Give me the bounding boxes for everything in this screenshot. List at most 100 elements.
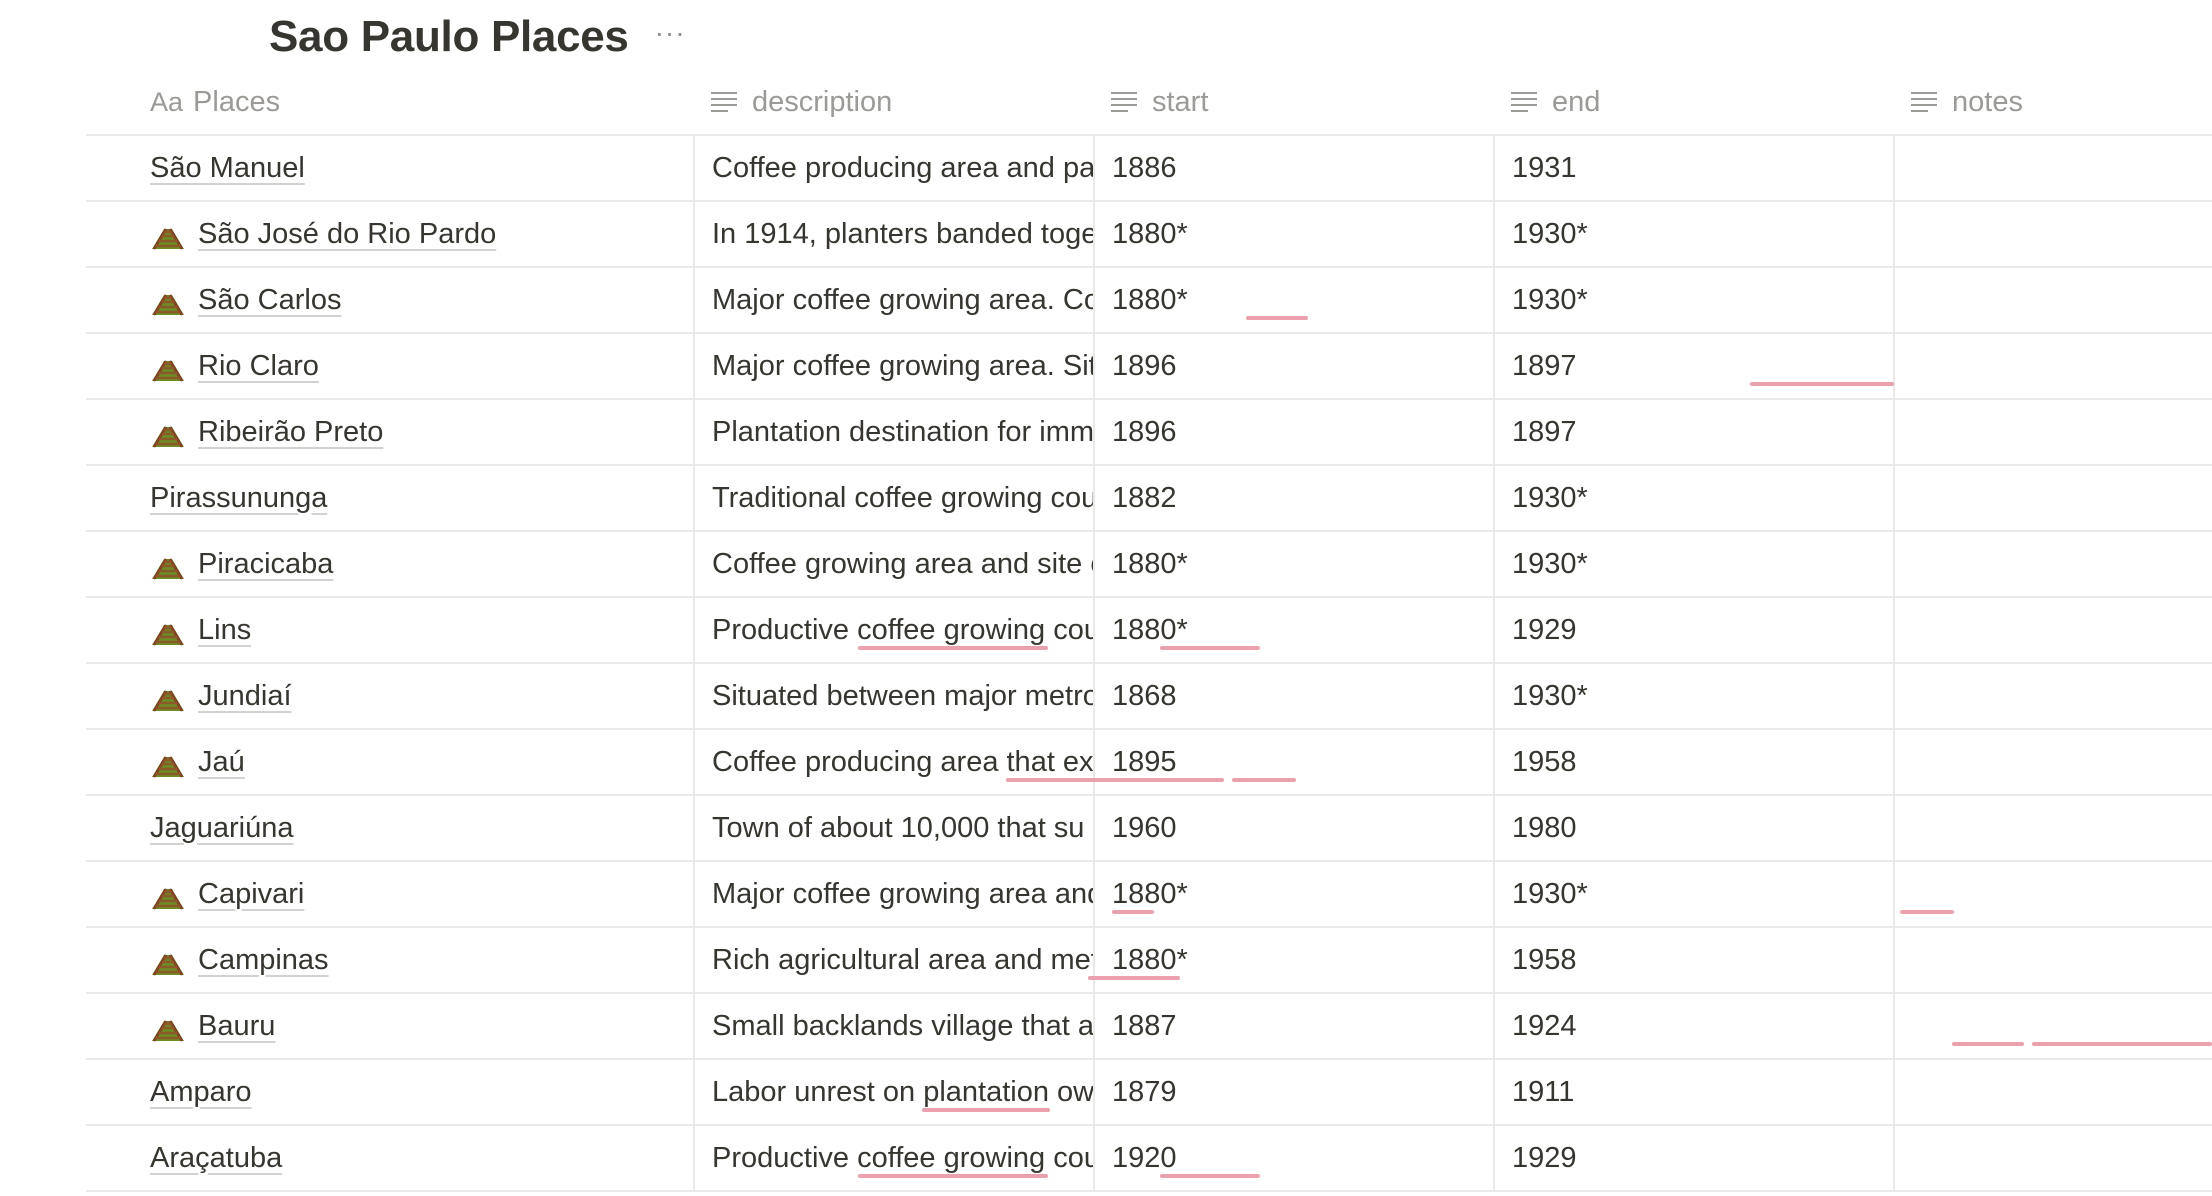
description-cell[interactable]: Productive coffee growing cou [693, 1126, 1093, 1190]
start-cell[interactable]: 1880* [1093, 202, 1493, 266]
place-name-link[interactable]: Lins [198, 613, 252, 646]
column-header-notes[interactable]: notes [1893, 70, 2212, 134]
notes-cell[interactable] [1893, 202, 2212, 266]
notes-cell[interactable] [1893, 664, 2212, 728]
place-name-link[interactable]: Araçatuba [150, 1141, 283, 1174]
place-name-link[interactable]: Pirassununga [150, 481, 328, 514]
places-cell[interactable]: Campinas [86, 928, 693, 992]
end-cell[interactable]: 1930* [1493, 664, 1893, 728]
description-cell[interactable]: Productive coffee growing cou [693, 598, 1093, 662]
notes-cell[interactable] [1893, 136, 2212, 200]
table-row[interactable]: Capivari Major coffee growing area and 1… [86, 862, 2212, 928]
notes-cell[interactable] [1893, 862, 2212, 926]
start-cell[interactable]: 1880* [1093, 532, 1493, 596]
notes-cell[interactable] [1893, 994, 2212, 1058]
place-name-link[interactable]: São Manuel [150, 151, 305, 184]
end-cell[interactable]: 1958 [1493, 730, 1893, 794]
table-row[interactable]: Rio Claro Major coffee growing area. Sit… [86, 334, 2212, 400]
place-name-link[interactable]: Jundiaí [198, 679, 292, 712]
end-cell[interactable]: 1931 [1493, 136, 1893, 200]
start-cell[interactable]: 1960 [1093, 796, 1493, 860]
description-cell[interactable]: Major coffee growing area. Co [693, 268, 1093, 332]
end-cell[interactable]: 1930* [1493, 202, 1893, 266]
place-name-link[interactable]: Jaú [198, 745, 245, 778]
more-options-button[interactable]: ··· [654, 17, 686, 48]
table-row[interactable]: Jundiaí Situated between major metro 186… [86, 664, 2212, 730]
end-cell[interactable]: 1929 [1493, 598, 1893, 662]
place-name-link[interactable]: São José do Rio Pardo [198, 217, 497, 250]
table-row[interactable]: Campinas Rich agricultural area and met … [86, 928, 2212, 994]
end-cell[interactable]: 1911 [1493, 1060, 1893, 1124]
place-name-link[interactable]: Bauru [198, 1009, 276, 1042]
place-name-link[interactable]: Jaguariúna [150, 811, 294, 844]
description-cell[interactable]: Situated between major metro [693, 664, 1093, 728]
description-cell[interactable]: Major coffee growing area and [693, 862, 1093, 926]
table-row[interactable]: Bauru Small backlands village that a 188… [86, 994, 2212, 1060]
notes-cell[interactable] [1893, 796, 2212, 860]
end-cell[interactable]: 1929 [1493, 1126, 1893, 1190]
places-cell[interactable]: Jaguariúna [86, 796, 693, 860]
description-cell[interactable]: Town of about 10,000 that su [693, 796, 1093, 860]
start-cell[interactable]: 1896 [1093, 334, 1493, 398]
start-cell[interactable]: 1880* [1093, 928, 1493, 992]
table-row[interactable]: Lins Productive coffee growing cou 1880*… [86, 598, 2212, 664]
places-cell[interactable]: Amparo [86, 1060, 693, 1124]
description-cell[interactable]: Small backlands village that a [693, 994, 1093, 1058]
start-cell[interactable]: 1887 [1093, 994, 1493, 1058]
start-cell[interactable]: 1880* [1093, 598, 1493, 662]
notes-cell[interactable] [1893, 466, 2212, 530]
column-header-start[interactable]: start [1093, 70, 1493, 134]
table-row[interactable]: São José do Rio Pardo In 1914, planters … [86, 202, 2212, 268]
notes-cell[interactable] [1893, 928, 2212, 992]
notes-cell[interactable] [1893, 598, 2212, 662]
places-cell[interactable]: Araçatuba [86, 1126, 693, 1190]
table-row[interactable]: São Carlos Major coffee growing area. Co… [86, 268, 2212, 334]
notes-cell[interactable] [1893, 532, 2212, 596]
notes-cell[interactable] [1893, 1126, 2212, 1190]
table-row[interactable]: Amparo Labor unrest on plantation ow 187… [86, 1060, 2212, 1126]
places-cell[interactable]: Jundiaí [86, 664, 693, 728]
start-cell[interactable]: 1880* [1093, 862, 1493, 926]
places-cell[interactable]: Piracicaba [86, 532, 693, 596]
place-name-link[interactable]: Amparo [150, 1075, 252, 1108]
places-cell[interactable]: São Carlos [86, 268, 693, 332]
description-cell[interactable]: In 1914, planters banded toge [693, 202, 1093, 266]
notes-cell[interactable] [1893, 400, 2212, 464]
page-title[interactable]: Sao Paulo Places [269, 12, 629, 61]
end-cell[interactable]: 1930* [1493, 862, 1893, 926]
places-cell[interactable]: Jaú [86, 730, 693, 794]
table-row[interactable]: São Manuel Coffee producing area and pa … [86, 136, 2212, 202]
start-cell[interactable]: 1879 [1093, 1060, 1493, 1124]
description-cell[interactable]: Coffee growing area and site o [693, 532, 1093, 596]
places-cell[interactable]: Bauru [86, 994, 693, 1058]
notes-cell[interactable] [1893, 730, 2212, 794]
notes-cell[interactable] [1893, 1060, 2212, 1124]
end-cell[interactable]: 1930* [1493, 532, 1893, 596]
end-cell[interactable]: 1980 [1493, 796, 1893, 860]
table-row[interactable]: Jaguariúna Town of about 10,000 that su … [86, 796, 2212, 862]
place-name-link[interactable]: Campinas [198, 943, 329, 976]
notes-cell[interactable] [1893, 334, 2212, 398]
start-cell[interactable]: 1896 [1093, 400, 1493, 464]
place-name-link[interactable]: Ribeirão Preto [198, 415, 384, 448]
column-header-end[interactable]: end [1493, 70, 1893, 134]
end-cell[interactable]: 1930* [1493, 466, 1893, 530]
table-row[interactable]: Ribeirão Preto Plantation destination fo… [86, 400, 2212, 466]
description-cell[interactable]: Coffee producing area and pa [693, 136, 1093, 200]
end-cell[interactable]: 1958 [1493, 928, 1893, 992]
end-cell[interactable]: 1897 [1493, 334, 1893, 398]
start-cell[interactable]: 1920 [1093, 1126, 1493, 1190]
description-cell[interactable]: Plantation destination for imm [693, 400, 1093, 464]
places-cell[interactable]: São José do Rio Pardo [86, 202, 693, 266]
places-cell[interactable]: Lins [86, 598, 693, 662]
table-row[interactable]: Jaú Coffee producing area that ex 1895 1… [86, 730, 2212, 796]
description-cell[interactable]: Rich agricultural area and met [693, 928, 1093, 992]
start-cell[interactable]: 1882 [1093, 466, 1493, 530]
place-name-link[interactable]: Rio Claro [198, 349, 319, 382]
column-header-description[interactable]: description [693, 70, 1093, 134]
description-cell[interactable]: Traditional coffee growing cou [693, 466, 1093, 530]
description-cell[interactable]: Coffee producing area that ex [693, 730, 1093, 794]
places-cell[interactable]: Ribeirão Preto [86, 400, 693, 464]
start-cell[interactable]: 1868 [1093, 664, 1493, 728]
places-cell[interactable]: Pirassununga [86, 466, 693, 530]
